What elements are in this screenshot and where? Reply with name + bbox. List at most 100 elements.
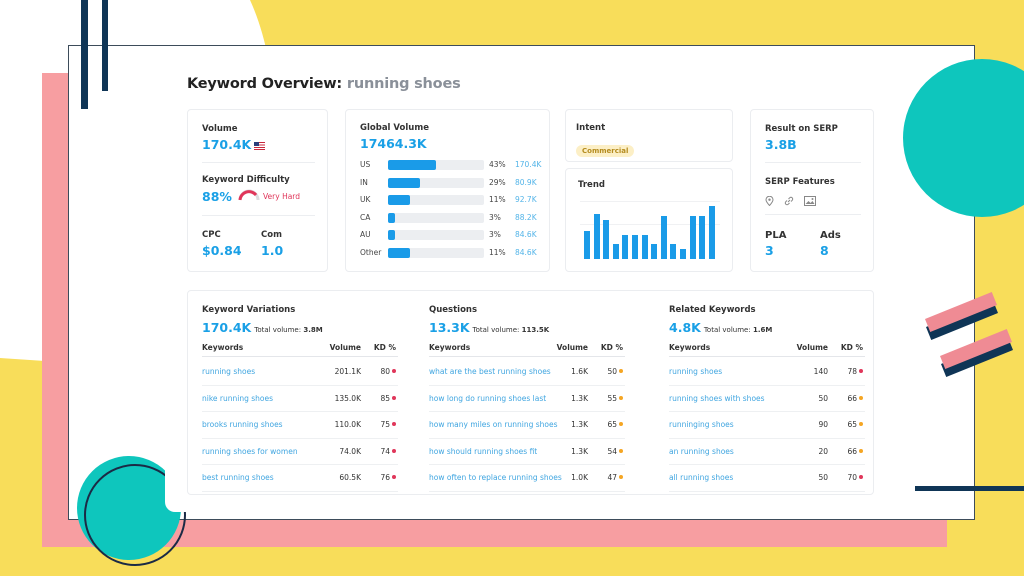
keyword-kd: 85	[380, 393, 390, 403]
volume-value: 170.4K	[202, 137, 266, 152]
section-count: 170.4K	[202, 320, 252, 335]
total-volume: Total volume: 1.6M	[704, 326, 772, 334]
serp-features-label: SERP Features	[765, 177, 835, 187]
keyword-link[interactable]: best running shoes	[202, 473, 274, 482]
section-title[interactable]: Questions	[429, 305, 478, 315]
global-volume-row: IN 29% 80.9K	[360, 177, 540, 189]
keyword-volume: 1.3K	[571, 393, 588, 403]
trend-bar[interactable]	[699, 216, 706, 259]
keyword-link[interactable]: nike running shoes	[202, 393, 274, 403]
column-volume[interactable]: Volume	[329, 343, 361, 352]
com-value: 1.0	[261, 243, 284, 258]
column-kd[interactable]: KD %	[373, 343, 396, 352]
country-volume[interactable]: 92.7K	[515, 195, 537, 205]
keyword-volume: 201.1K	[334, 367, 361, 376]
trend-bar[interactable]	[622, 235, 629, 259]
keyword-link[interactable]: running shoes	[202, 367, 256, 376]
intent-card: Intent Commercial	[565, 109, 733, 162]
kd-indicator-dot	[392, 395, 396, 400]
kd-indicator-dot	[619, 395, 623, 400]
global-volume-value: 17464.3K	[360, 136, 427, 151]
serp-card: Result on SERP 3.8B SERP Features PLA 3 …	[750, 109, 874, 272]
table-row: an running shoes 20 66	[669, 439, 865, 465]
trend-bar[interactable]	[593, 213, 600, 259]
keyword-link[interactable]: runninging shoes	[669, 420, 734, 429]
trend-bar[interactable]	[689, 216, 696, 259]
keyword-tables-card: Keyword Variations 170.4K Total volume: 3.…	[187, 290, 874, 495]
keyword-link[interactable]: running shoes with shoes	[669, 393, 765, 403]
link-icon[interactable]	[784, 196, 794, 206]
column-volume[interactable]: Volume	[796, 343, 828, 352]
global-volume-row: CA 3% 88.2K	[360, 212, 540, 224]
keyword-kd: 65	[607, 420, 617, 429]
country-volume[interactable]: 170.4K	[515, 160, 542, 169]
divider	[202, 215, 315, 216]
trend-bar[interactable]	[651, 244, 658, 259]
country-volume[interactable]: 84.6K	[515, 230, 537, 240]
global-volume-label: Global Volume	[360, 123, 429, 133]
trend-bar[interactable]	[603, 219, 610, 259]
trend-bar[interactable]	[641, 235, 648, 259]
navy-vertical-bar	[81, 0, 88, 109]
column-keywords[interactable]: Keywords	[202, 343, 244, 352]
keyword-volume: 1.0K	[571, 473, 588, 482]
keyword-link[interactable]: how often to replace running shoes	[429, 473, 562, 482]
image-icon[interactable]	[804, 196, 817, 206]
column-keywords[interactable]: Keywords	[429, 343, 471, 352]
global-volume-row: Other 11% 84.6K	[360, 247, 540, 259]
keyword-volume: 60.5K	[339, 473, 361, 482]
column-volume[interactable]: Volume	[556, 343, 588, 352]
global-volume-row: AU 3% 84.6K	[360, 229, 540, 241]
trend-bar[interactable]	[680, 248, 686, 259]
trend-bar[interactable]	[584, 230, 590, 259]
total-volume: Total volume: 3.8M	[254, 326, 322, 334]
cpc-value: $0.84	[202, 243, 242, 258]
location-pin-icon[interactable]	[765, 195, 774, 207]
trend-bar[interactable]	[632, 235, 638, 259]
country-volume[interactable]: 80.9K	[515, 177, 537, 187]
ads-label: Ads	[820, 230, 841, 241]
column-keywords[interactable]: Keywords	[669, 343, 711, 352]
keyword-link[interactable]: brooks running shoes	[202, 420, 283, 429]
table-header: Keywords Volume KD %	[429, 343, 625, 357]
keyword-link[interactable]: how long do running shoes last	[429, 393, 547, 403]
keyword-link[interactable]: running shoes	[669, 367, 723, 376]
ads-value: 8	[820, 243, 829, 258]
keyword-link[interactable]: all running shoes	[669, 473, 734, 482]
keyword-link[interactable]: running shoes for women	[202, 446, 298, 456]
table-row: how often to replace running shoes 1.0K 47	[429, 465, 625, 492]
volume-card: Volume 170.4K Keyword Difficulty 88% Ver…	[187, 109, 328, 272]
trend-bar[interactable]	[670, 244, 677, 259]
section-count: 4.8K	[669, 320, 701, 335]
trend-gridline	[580, 224, 720, 225]
kd-indicator-dot	[392, 475, 396, 479]
trend-bar[interactable]	[612, 244, 619, 259]
volume-bar-fill	[388, 248, 410, 258]
volume-bar-track	[388, 212, 484, 223]
table-header: Keywords Volume KD %	[202, 343, 398, 357]
country-code: US	[360, 160, 371, 169]
trend-bar[interactable]	[660, 216, 667, 259]
kd-indicator-dot	[619, 475, 623, 479]
country-volume[interactable]: 88.2K	[515, 212, 537, 222]
global-volume-card: Global Volume 17464.3K US 43% 170.4K IN 29% 8…	[345, 109, 550, 272]
keyword-link[interactable]: what are the best running shoes	[429, 367, 551, 376]
column-kd[interactable]: KD %	[600, 343, 623, 352]
section-title[interactable]: Related Keywords	[669, 305, 756, 315]
keyword-link[interactable]: an running shoes	[669, 446, 734, 456]
trend-bar[interactable]	[708, 206, 715, 259]
country-percent: 43%	[489, 160, 506, 169]
total-volume-label: Total volume:	[472, 326, 520, 334]
global-volume-row: US 43% 170.4K	[360, 159, 542, 171]
divider	[202, 162, 315, 163]
keyword-link[interactable]: how should running shoes fit	[429, 446, 538, 456]
country-code: CA	[360, 212, 371, 222]
divider	[765, 162, 861, 163]
keyword-link[interactable]: how many miles on running shoes	[429, 420, 558, 429]
column-kd[interactable]: KD %	[840, 343, 863, 352]
trend-chart	[584, 205, 718, 259]
keyword-kd: 75	[380, 420, 390, 429]
country-volume[interactable]: 84.6K	[515, 248, 537, 257]
table-row: all running shoes 50 70	[669, 465, 865, 492]
section-title[interactable]: Keyword Variations	[202, 305, 296, 315]
